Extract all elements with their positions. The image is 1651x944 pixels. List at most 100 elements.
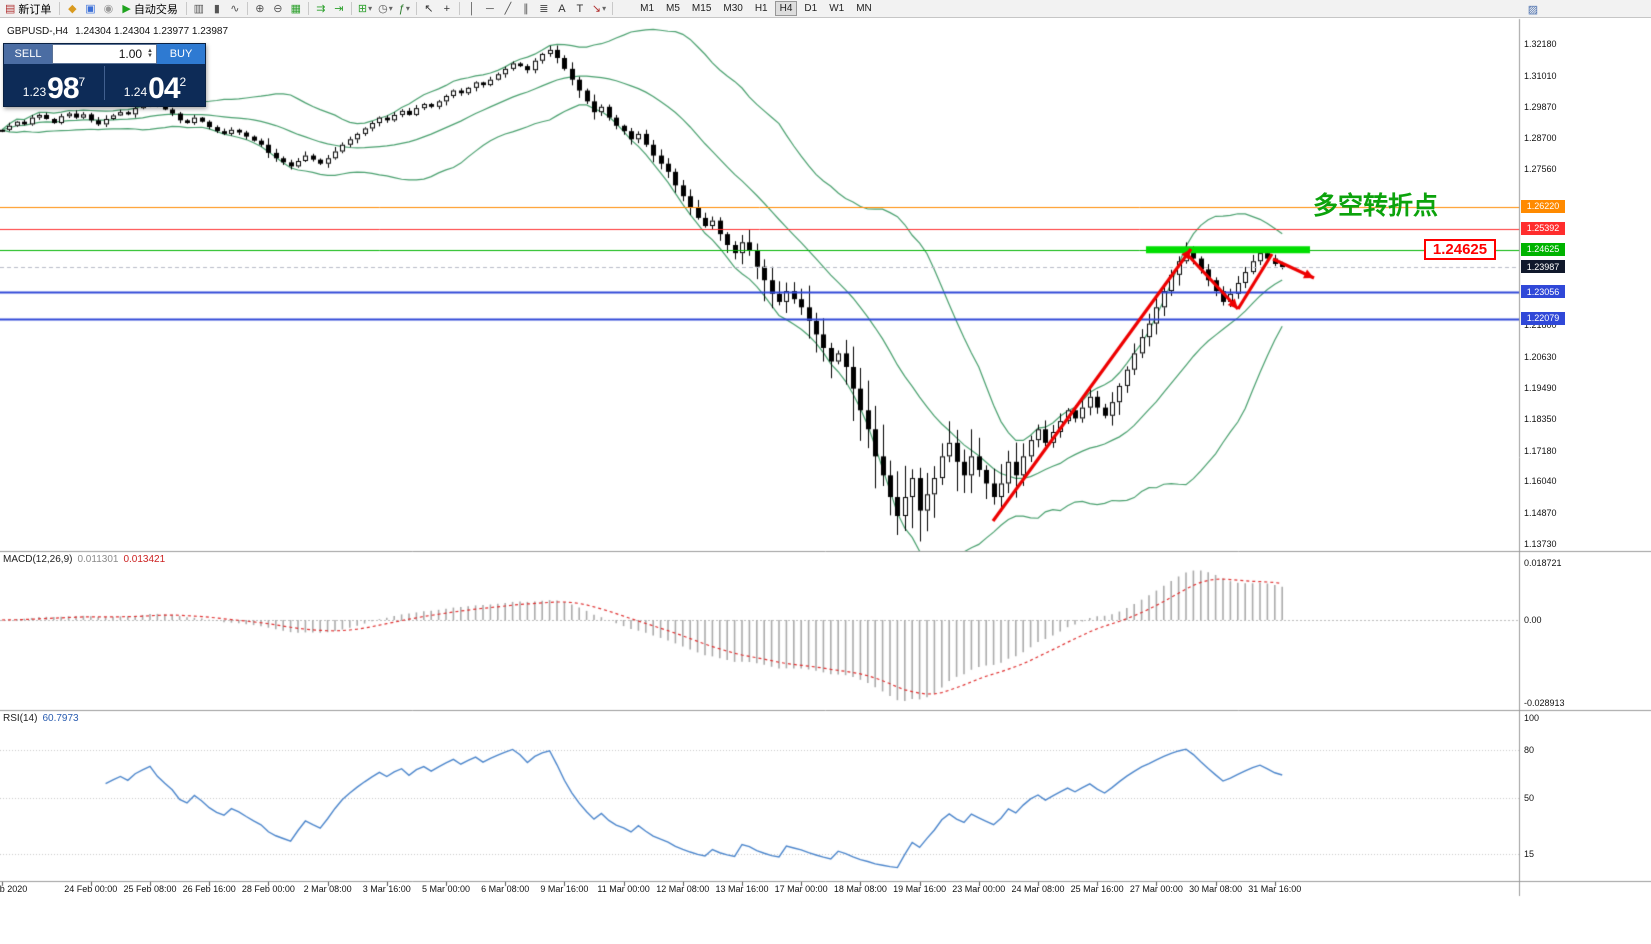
arrows-tool-glyph-icon: ↘ [591, 3, 602, 15]
candlestick-mode-icon[interactable]: ▮ [208, 1, 226, 17]
undock-chart-icon[interactable]: ▨ [1527, 3, 1539, 16]
toolbar-items: ▤ 新订单 ◆ ▣ ◉ ▶ 自动交易 ▥ ▮ ∿ ⊕ ⊖ ▦ ⇉ ⇥ ⊞ ▾ ◷ ▾ ƒ ▾ ↖ + │ ─ ╱ ∥ ≣ A T ↘ ▾ [0, 0, 616, 17]
community-icon[interactable]: ◉ [99, 1, 117, 17]
caret-down-icon: ▾ [602, 4, 607, 13]
vertical-line-icon[interactable]: │ [463, 1, 481, 17]
market-watch-icon[interactable]: ▣ [81, 1, 99, 17]
tile-windows-icon[interactable]: ▦ [287, 1, 305, 17]
timeframe-w1-button[interactable]: W1 [824, 1, 849, 16]
new-order-glyph-icon: ▤ [5, 3, 16, 15]
ohlc-values: 1.24304 1.24304 1.23977 1.23987 [75, 26, 229, 37]
buy-button[interactable]: BUY [157, 44, 205, 64]
zoom-in-icon[interactable]: ⊕ [251, 1, 269, 17]
horizontal-line-icon[interactable]: ─ [481, 1, 499, 17]
rsi-indicator-label: RSI(14) 60.7973 [3, 713, 79, 724]
vertical-line-icon-glyph-icon: │ [468, 2, 476, 15]
line-chart-mode-icon-glyph-icon: ∿ [230, 3, 240, 15]
auto-scroll-icon[interactable]: ⇉ [312, 1, 330, 17]
macd-name: MACD(12,26,9) [3, 554, 73, 565]
cursor-icon-glyph-icon: ↖ [424, 3, 434, 15]
buy-price-pip: 2 [179, 75, 187, 89]
sell-button[interactable]: SELL [4, 44, 52, 64]
timeframe-h4-button[interactable]: H4 [774, 1, 798, 16]
bar-chart-mode-icon[interactable]: ▥ [190, 1, 208, 17]
crosshair-icon[interactable]: + [438, 1, 456, 17]
trendline-icon-glyph-icon: ╱ [504, 3, 512, 15]
volume-value: 1.00 [118, 47, 143, 61]
horizontal-line-icon-glyph-icon: ─ [485, 2, 494, 15]
zoom-out-icon[interactable]: ⊖ [269, 1, 287, 17]
candlestick-mode-icon-glyph-icon: ▮ [213, 3, 220, 15]
channel-icon[interactable]: ∥ [517, 1, 535, 17]
rsi-name: RSI(14) [3, 713, 38, 724]
buy-price[interactable]: 1.24 04 2 [105, 72, 205, 105]
crosshair-icon-glyph-icon: + [443, 2, 451, 15]
timeframe-m15-button[interactable]: M15 [687, 1, 716, 16]
timeframe-m1-button[interactable]: M1 [635, 1, 659, 16]
timeframe-group: M1 M5 M15 M30 H1 H4 D1 W1 MN [634, 1, 878, 16]
quote-prices: 1.23 98 7 1.24 04 2 [4, 64, 205, 106]
toolbar-separator [59, 2, 61, 15]
periods-glyph-icon: ◷ [378, 3, 388, 15]
new-order-button[interactable]: ▤ 新订单 [0, 1, 56, 17]
chart-shift-icon-glyph-icon: ⇥ [334, 3, 344, 15]
channel-icon-glyph-icon: ∥ [523, 3, 529, 15]
fibonacci-icon[interactable]: ≣ [535, 1, 553, 17]
periods-button[interactable]: ◷ ▾ [375, 1, 396, 17]
turning-point-annotation[interactable]: 多空转折点 [1313, 192, 1439, 220]
zoom-out-icon-glyph-icon: ⊖ [273, 3, 283, 15]
autotrade-glyph-icon: ▶ [122, 3, 131, 15]
volume-spinner[interactable]: ▲ ▼ [147, 48, 153, 59]
ohlc-info-line: GBPUSD-,H4 1.24304 1.24304 1.23977 1.2398… [7, 26, 228, 37]
toolbar-separator [350, 2, 352, 15]
sell-price[interactable]: 1.23 98 7 [4, 74, 104, 104]
bar-chart-mode-icon-glyph-icon: ▥ [193, 3, 205, 15]
arrows-tool-button[interactable]: ↘ ▾ [589, 1, 609, 17]
caret-down-icon: ▾ [388, 4, 393, 13]
one-click-top-row: SELL 1.00 ▲ ▼ BUY [4, 44, 205, 64]
toolbar-separator [246, 2, 248, 15]
charts-profile-icon-glyph-icon: ◆ [68, 3, 77, 15]
toolbar-separator [185, 2, 187, 15]
macd-value: 0.011301 [77, 554, 119, 565]
market-watch-icon-glyph-icon: ▣ [85, 3, 96, 15]
one-click-trading-panel: SELL 1.00 ▲ ▼ BUY 1.23 98 7 1.24 04 2 [3, 43, 206, 107]
toolbar-separator [458, 2, 460, 15]
rsi-value: 60.7973 [42, 713, 79, 724]
text-tool-icon[interactable]: A [553, 1, 571, 17]
label-tool-icon[interactable]: T [571, 1, 589, 17]
fibonacci-icon-glyph-icon: ≣ [539, 3, 549, 15]
new-chart-button[interactable]: ⊞ ▾ [355, 1, 375, 17]
sell-price-pip: 7 [78, 75, 86, 89]
spinner-up-icon[interactable]: ▲ [147, 48, 153, 54]
indicators-button[interactable]: ƒ ▾ [396, 1, 413, 17]
timeframe-m5-button[interactable]: M5 [661, 1, 685, 16]
trendline-icon[interactable]: ╱ [499, 1, 517, 17]
caret-down-icon: ▾ [405, 4, 410, 13]
volume-field[interactable]: 1.00 ▲ ▼ [52, 44, 157, 64]
autotrade-button[interactable]: ▶ 自动交易 [117, 1, 182, 17]
line-chart-mode-icon[interactable]: ∿ [226, 1, 244, 17]
new-order-button-label: 新订单 [18, 3, 52, 16]
toolbar-separator [307, 2, 309, 15]
auto-scroll-icon-glyph-icon: ⇉ [316, 3, 326, 15]
spinner-down-icon[interactable]: ▼ [147, 53, 153, 59]
timeframe-h1-button[interactable]: H1 [750, 1, 773, 16]
toolbar-separator [415, 2, 417, 15]
quote-divider [104, 66, 105, 100]
tile-windows-icon-glyph-icon: ▦ [290, 3, 302, 15]
label-tool-icon-glyph-icon: T [576, 2, 584, 15]
charts-profile-icon[interactable]: ◆ [63, 1, 81, 17]
symbol-title: GBPUSD-,H4 [7, 26, 69, 37]
price-level-box[interactable]: 1.24625 [1424, 239, 1496, 260]
buy-price-small: 1.24 [123, 85, 148, 99]
timeframe-mn-button[interactable]: MN [851, 1, 877, 16]
text-tool-icon-glyph-icon: A [558, 2, 566, 15]
timeframe-m30-button[interactable]: M30 [718, 1, 747, 16]
buy-price-big: 04 [148, 72, 180, 105]
cursor-icon[interactable]: ↖ [420, 1, 438, 17]
chart-shift-icon[interactable]: ⇥ [330, 1, 348, 17]
timeframe-d1-button[interactable]: D1 [799, 1, 822, 16]
caret-down-icon: ▾ [368, 4, 373, 13]
